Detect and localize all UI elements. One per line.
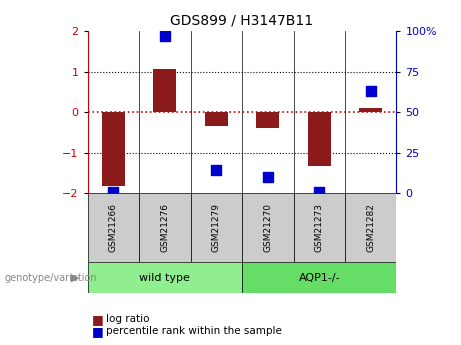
- Text: GSM21279: GSM21279: [212, 203, 221, 252]
- FancyBboxPatch shape: [242, 193, 294, 262]
- Text: AQP1-/-: AQP1-/-: [298, 273, 340, 283]
- Text: ■: ■: [92, 313, 104, 326]
- Text: genotype/variation: genotype/variation: [5, 273, 97, 283]
- Point: [110, 189, 117, 194]
- FancyBboxPatch shape: [242, 262, 396, 293]
- Text: ▶: ▶: [71, 273, 80, 283]
- Text: wild type: wild type: [139, 273, 190, 283]
- Text: GSM21270: GSM21270: [263, 203, 272, 252]
- FancyBboxPatch shape: [139, 193, 190, 262]
- FancyBboxPatch shape: [345, 193, 396, 262]
- Point: [161, 33, 168, 39]
- Bar: [307, 112, 331, 166]
- Title: GDS899 / H3147B11: GDS899 / H3147B11: [171, 13, 313, 27]
- Bar: [102, 112, 125, 186]
- Text: GSM21266: GSM21266: [109, 203, 118, 252]
- FancyBboxPatch shape: [88, 262, 242, 293]
- Text: percentile rank within the sample: percentile rank within the sample: [106, 326, 282, 336]
- FancyBboxPatch shape: [190, 193, 242, 262]
- Point: [315, 189, 323, 194]
- FancyBboxPatch shape: [294, 193, 345, 262]
- Bar: [205, 112, 228, 126]
- Point: [213, 168, 220, 173]
- Bar: [153, 69, 177, 112]
- Bar: [359, 108, 382, 112]
- Point: [264, 174, 272, 180]
- Text: GSM21276: GSM21276: [160, 203, 169, 252]
- FancyBboxPatch shape: [88, 193, 139, 262]
- Bar: [256, 112, 279, 128]
- Text: GSM21273: GSM21273: [315, 203, 324, 252]
- Point: [367, 88, 374, 94]
- Text: ■: ■: [92, 325, 104, 338]
- Text: log ratio: log ratio: [106, 314, 149, 324]
- Text: GSM21282: GSM21282: [366, 203, 375, 252]
